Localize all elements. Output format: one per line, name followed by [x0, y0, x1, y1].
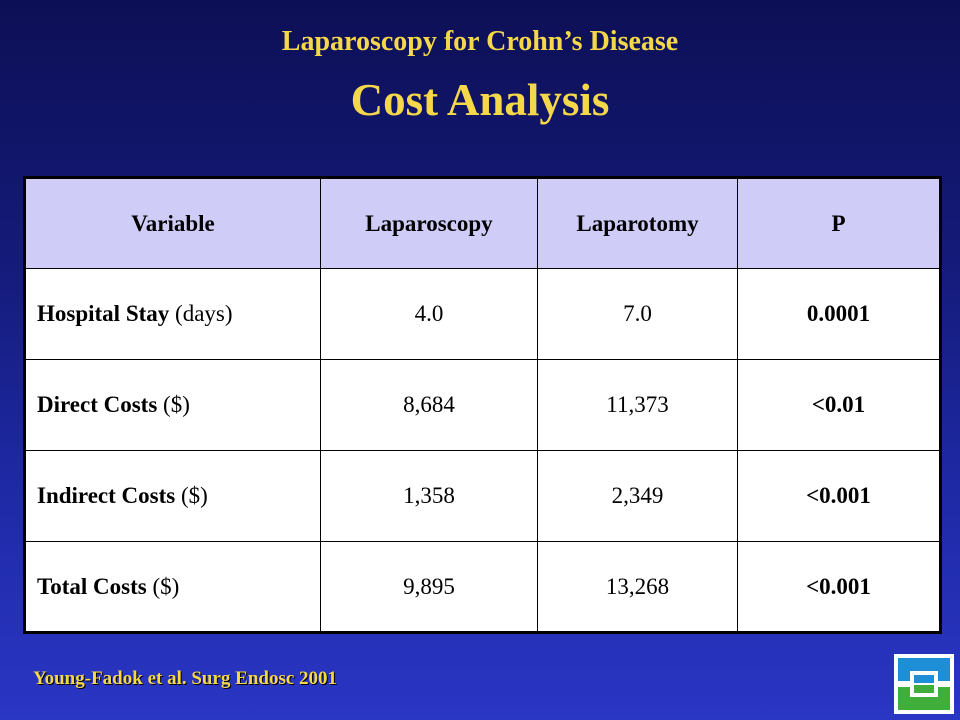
row-label: Hospital Stay (days): [24, 268, 321, 360]
p-value: <0.01: [737, 359, 941, 451]
row-label-unit: (days): [169, 301, 233, 326]
row-label-unit: ($): [157, 392, 190, 417]
laparotomy-value: 2,349: [537, 450, 738, 542]
laparotomy-value: 7.0: [537, 268, 738, 360]
logo-center-blue: [914, 675, 934, 683]
table-row: Direct Costs ($) 8,684 11,373 <0.01: [24, 359, 941, 451]
cost-analysis-table: Variable Laparoscopy Laparotomy P Hospit…: [23, 176, 942, 634]
laparoscopy-value: 4.0: [320, 268, 538, 360]
laparotomy-value: 11,373: [537, 359, 738, 451]
p-value: <0.001: [737, 450, 941, 542]
row-label-unit: ($): [175, 483, 208, 508]
row-label: Indirect Costs ($): [24, 450, 321, 542]
header-laparotomy: Laparotomy: [537, 177, 738, 269]
table-row: Hospital Stay (days) 4.0 7.0 0.0001: [24, 268, 941, 360]
cleveland-clinic-logo-icon: [894, 654, 954, 714]
logo-green-piece: [898, 687, 950, 710]
laparoscopy-value: 8,684: [320, 359, 538, 451]
header-variable: Variable: [24, 177, 321, 269]
row-label-name: Direct Costs: [37, 392, 158, 417]
header-p: P: [737, 177, 941, 269]
row-label: Total Costs ($): [24, 541, 321, 633]
row-label-unit: ($): [146, 573, 180, 599]
laparoscopy-value: 1,358: [320, 450, 538, 542]
table-row: Total Costs ($) 9,895 13,268 <0.001: [24, 541, 941, 633]
laparotomy-value: 13,268: [537, 541, 738, 633]
laparoscopy-value: 9,895: [320, 541, 538, 633]
logo-blue-piece: [898, 658, 950, 681]
table-header-row: Variable Laparoscopy Laparotomy P: [24, 177, 941, 269]
row-label-name: Indirect Costs: [37, 483, 176, 508]
table-row: Indirect Costs ($) 1,358 2,349 <0.001: [24, 450, 941, 542]
row-label: Direct Costs ($): [24, 359, 321, 451]
p-value: <0.001: [737, 541, 941, 633]
slide-subtitle: Laparoscopy for Crohn’s Disease: [281, 26, 679, 57]
row-label-name: Hospital Stay: [37, 301, 170, 326]
logo-center-green: [914, 685, 934, 693]
citation: Young-Fadok et al. Surg Endosc 2001: [33, 668, 338, 689]
header-laparoscopy: Laparoscopy: [320, 177, 538, 269]
row-label-name: Total Costs: [37, 573, 147, 599]
p-value: 0.0001: [737, 268, 941, 360]
slide-title: Cost Analysis: [350, 75, 610, 125]
